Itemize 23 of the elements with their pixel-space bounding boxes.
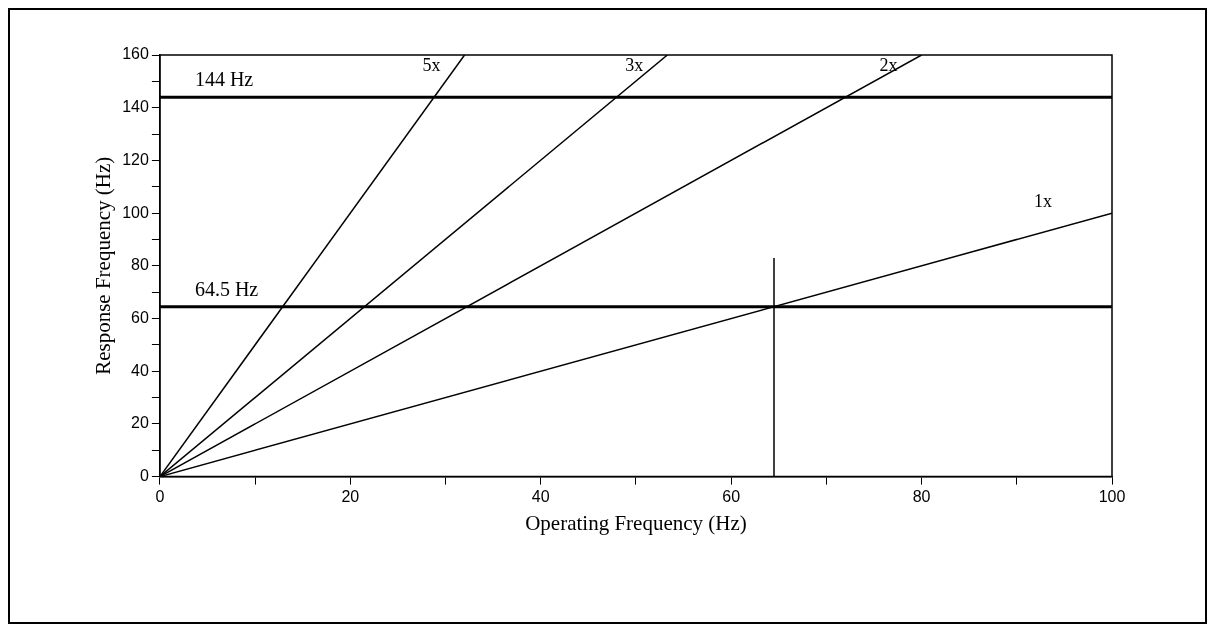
y-tick-label: 20 [131, 414, 149, 432]
ref-line-label: 64.5 Hz [194, 277, 259, 300]
y-tick-label: 40 [131, 361, 149, 379]
x-tick-label: 20 [341, 487, 360, 505]
series-label: 2x [879, 54, 898, 75]
x-axis-title: Operating Frequency (Hz) [525, 510, 747, 535]
ref-line-label: 144 Hz [194, 68, 254, 91]
y-tick-label: 0 [139, 467, 149, 485]
series-label: 1x [1034, 190, 1052, 211]
series-label: 5x [422, 54, 441, 75]
y-axis-title: Response Frequency (Hz) [91, 156, 116, 375]
y-tick-label: 140 [122, 98, 149, 116]
x-tick-label: 60 [722, 487, 741, 505]
series-label: 3x [625, 54, 644, 75]
y-tick-label: 100 [122, 203, 149, 221]
x-tick-label: 100 [1098, 487, 1126, 505]
x-tick-label: 40 [531, 487, 550, 505]
x-tick-label: 80 [912, 487, 931, 505]
y-tick-label: 80 [131, 256, 149, 274]
y-tick-label: 120 [122, 150, 149, 168]
y-tick-label: 60 [131, 308, 149, 326]
x-tick-label: 0 [155, 487, 165, 505]
y-tick-label: 160 [122, 45, 149, 63]
